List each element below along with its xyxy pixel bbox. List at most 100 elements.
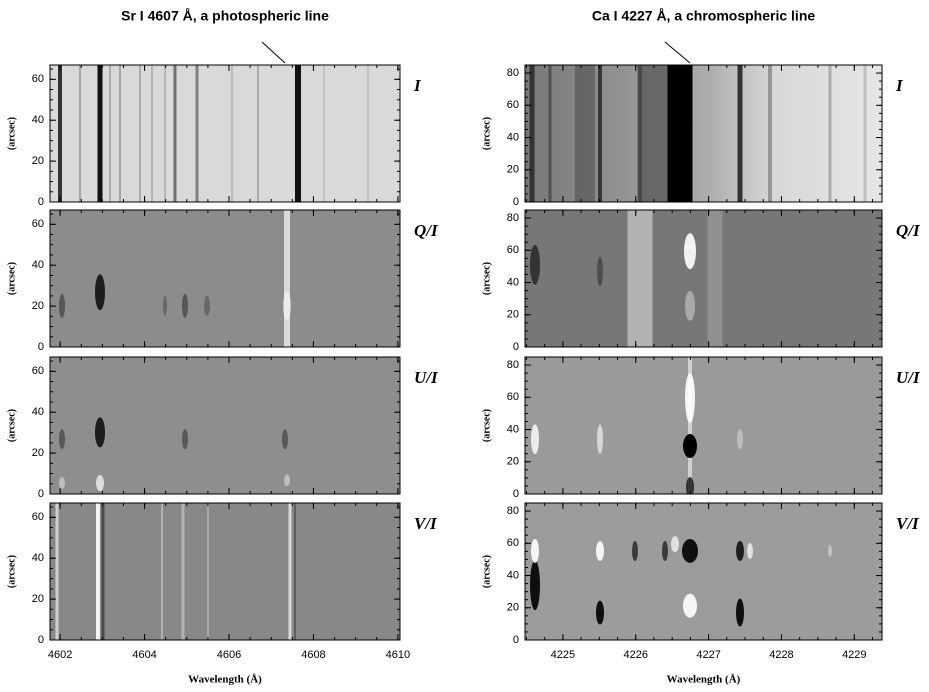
spectral-line	[161, 503, 163, 640]
polarization-signal	[530, 244, 540, 285]
polarization-signal	[685, 373, 695, 424]
y-axis-label: (arcsec)	[6, 555, 17, 588]
x-tick-label: 4610	[386, 649, 410, 661]
y-tick-label: 80	[507, 359, 519, 371]
x-tick-label: 4226	[624, 649, 648, 661]
polarization-signal	[632, 540, 638, 561]
y-axis-label: (arcsec)	[6, 409, 17, 442]
spectral-line	[688, 357, 692, 494]
spectral-line	[548, 65, 552, 202]
y-tick-label: 0	[513, 488, 519, 500]
spectrum-image	[50, 503, 400, 640]
x-tick-label: 4229	[842, 649, 866, 661]
polarization-signal	[686, 477, 694, 494]
y-tick-label: 0	[513, 196, 519, 208]
polarization-signal	[671, 536, 679, 553]
spectral-line	[707, 210, 723, 347]
image-background	[50, 65, 400, 202]
panel-frame	[49, 502, 401, 641]
spectral-line	[195, 65, 199, 202]
panel-frame	[524, 209, 883, 348]
y-tick-label: 80	[507, 67, 519, 79]
panel-label: V/I	[896, 514, 920, 533]
panel-frame	[524, 64, 883, 203]
spectral-line	[119, 65, 121, 202]
polarization-signal	[596, 540, 604, 561]
polarization-signal	[531, 424, 539, 455]
spectrum-image	[50, 210, 400, 347]
polarization-signal	[828, 544, 832, 557]
pointer	[261, 41, 286, 64]
y-tick-label: 80	[507, 212, 519, 224]
polarization-signal	[747, 542, 753, 559]
spectral-line	[575, 65, 595, 202]
spectral-line	[257, 65, 259, 202]
polarization-signal	[736, 540, 744, 561]
y-tick-label: 20	[32, 300, 44, 312]
y-tick-label: 0	[38, 634, 44, 646]
x-tick-label: 4225	[551, 649, 575, 661]
y-tick-label: 40	[32, 259, 44, 271]
polarization-signal	[163, 295, 167, 316]
y-tick-label: 60	[32, 365, 44, 377]
spectral-line	[367, 65, 369, 202]
y-tick-label: 60	[507, 391, 519, 403]
y-tick-label: 0	[38, 488, 44, 500]
spectral-line	[139, 65, 141, 202]
panel-label: I	[895, 76, 904, 95]
y-tick-label: 40	[32, 114, 44, 126]
spectral-line	[598, 65, 602, 202]
spectral-line	[109, 65, 111, 202]
polarization-signal	[95, 274, 105, 311]
polarization-signal	[95, 417, 105, 448]
spectral-line	[294, 503, 296, 640]
polarization-signal	[204, 295, 210, 316]
polarization-signal	[596, 600, 604, 625]
polarization-signal	[682, 538, 698, 563]
polarization-signal	[597, 424, 603, 455]
y-tick-label: 40	[507, 569, 519, 581]
chart-title: Sr I 4607 Å, a photospheric line	[121, 8, 329, 24]
y-tick-label: 20	[507, 602, 519, 614]
y-tick-label: 40	[507, 276, 519, 288]
panel-frame	[524, 356, 883, 495]
polarization-signal	[282, 429, 288, 450]
spectral-line	[768, 65, 772, 202]
y-axis-label: (arcsec)	[481, 409, 492, 442]
spectrum-image	[50, 357, 400, 494]
spectrum-image	[525, 357, 882, 494]
y-tick-label: 60	[32, 218, 44, 230]
polarization-signal	[530, 560, 540, 611]
spectrum-image	[525, 503, 882, 640]
y-axis-label: (arcsec)	[481, 262, 492, 295]
y-tick-label: 60	[507, 537, 519, 549]
spectrum-image	[50, 65, 400, 202]
panel-label: U/I	[414, 368, 439, 387]
y-tick-label: 60	[507, 244, 519, 256]
panel-label: Q/I	[414, 221, 439, 240]
polarization-signal	[737, 429, 743, 450]
pointer	[664, 41, 691, 64]
x-axis-label: Wavelength (Å)	[188, 674, 262, 686]
spectral-line	[667, 65, 693, 202]
spectral-line	[737, 65, 743, 202]
y-axis-label: (arcsec)	[481, 117, 492, 150]
y-axis-label: (arcsec)	[6, 117, 17, 150]
polarization-signal	[683, 434, 697, 459]
y-tick-label: 0	[513, 341, 519, 353]
spectral-line	[295, 65, 301, 202]
polarization-signal	[59, 429, 65, 450]
x-tick-label: 4602	[48, 649, 72, 661]
x-tick-label: 4604	[132, 649, 156, 661]
polarization-signal	[59, 293, 65, 318]
y-tick-label: 40	[507, 423, 519, 435]
image-background	[50, 357, 400, 494]
spectral-line	[323, 65, 325, 202]
y-tick-label: 20	[32, 447, 44, 459]
x-tick-label: 4606	[217, 649, 241, 661]
polarization-signal	[182, 293, 188, 318]
polarization-signal	[683, 593, 697, 618]
y-tick-label: 40	[507, 131, 519, 143]
spectrum-image	[525, 65, 882, 202]
spectral-line	[529, 65, 535, 202]
